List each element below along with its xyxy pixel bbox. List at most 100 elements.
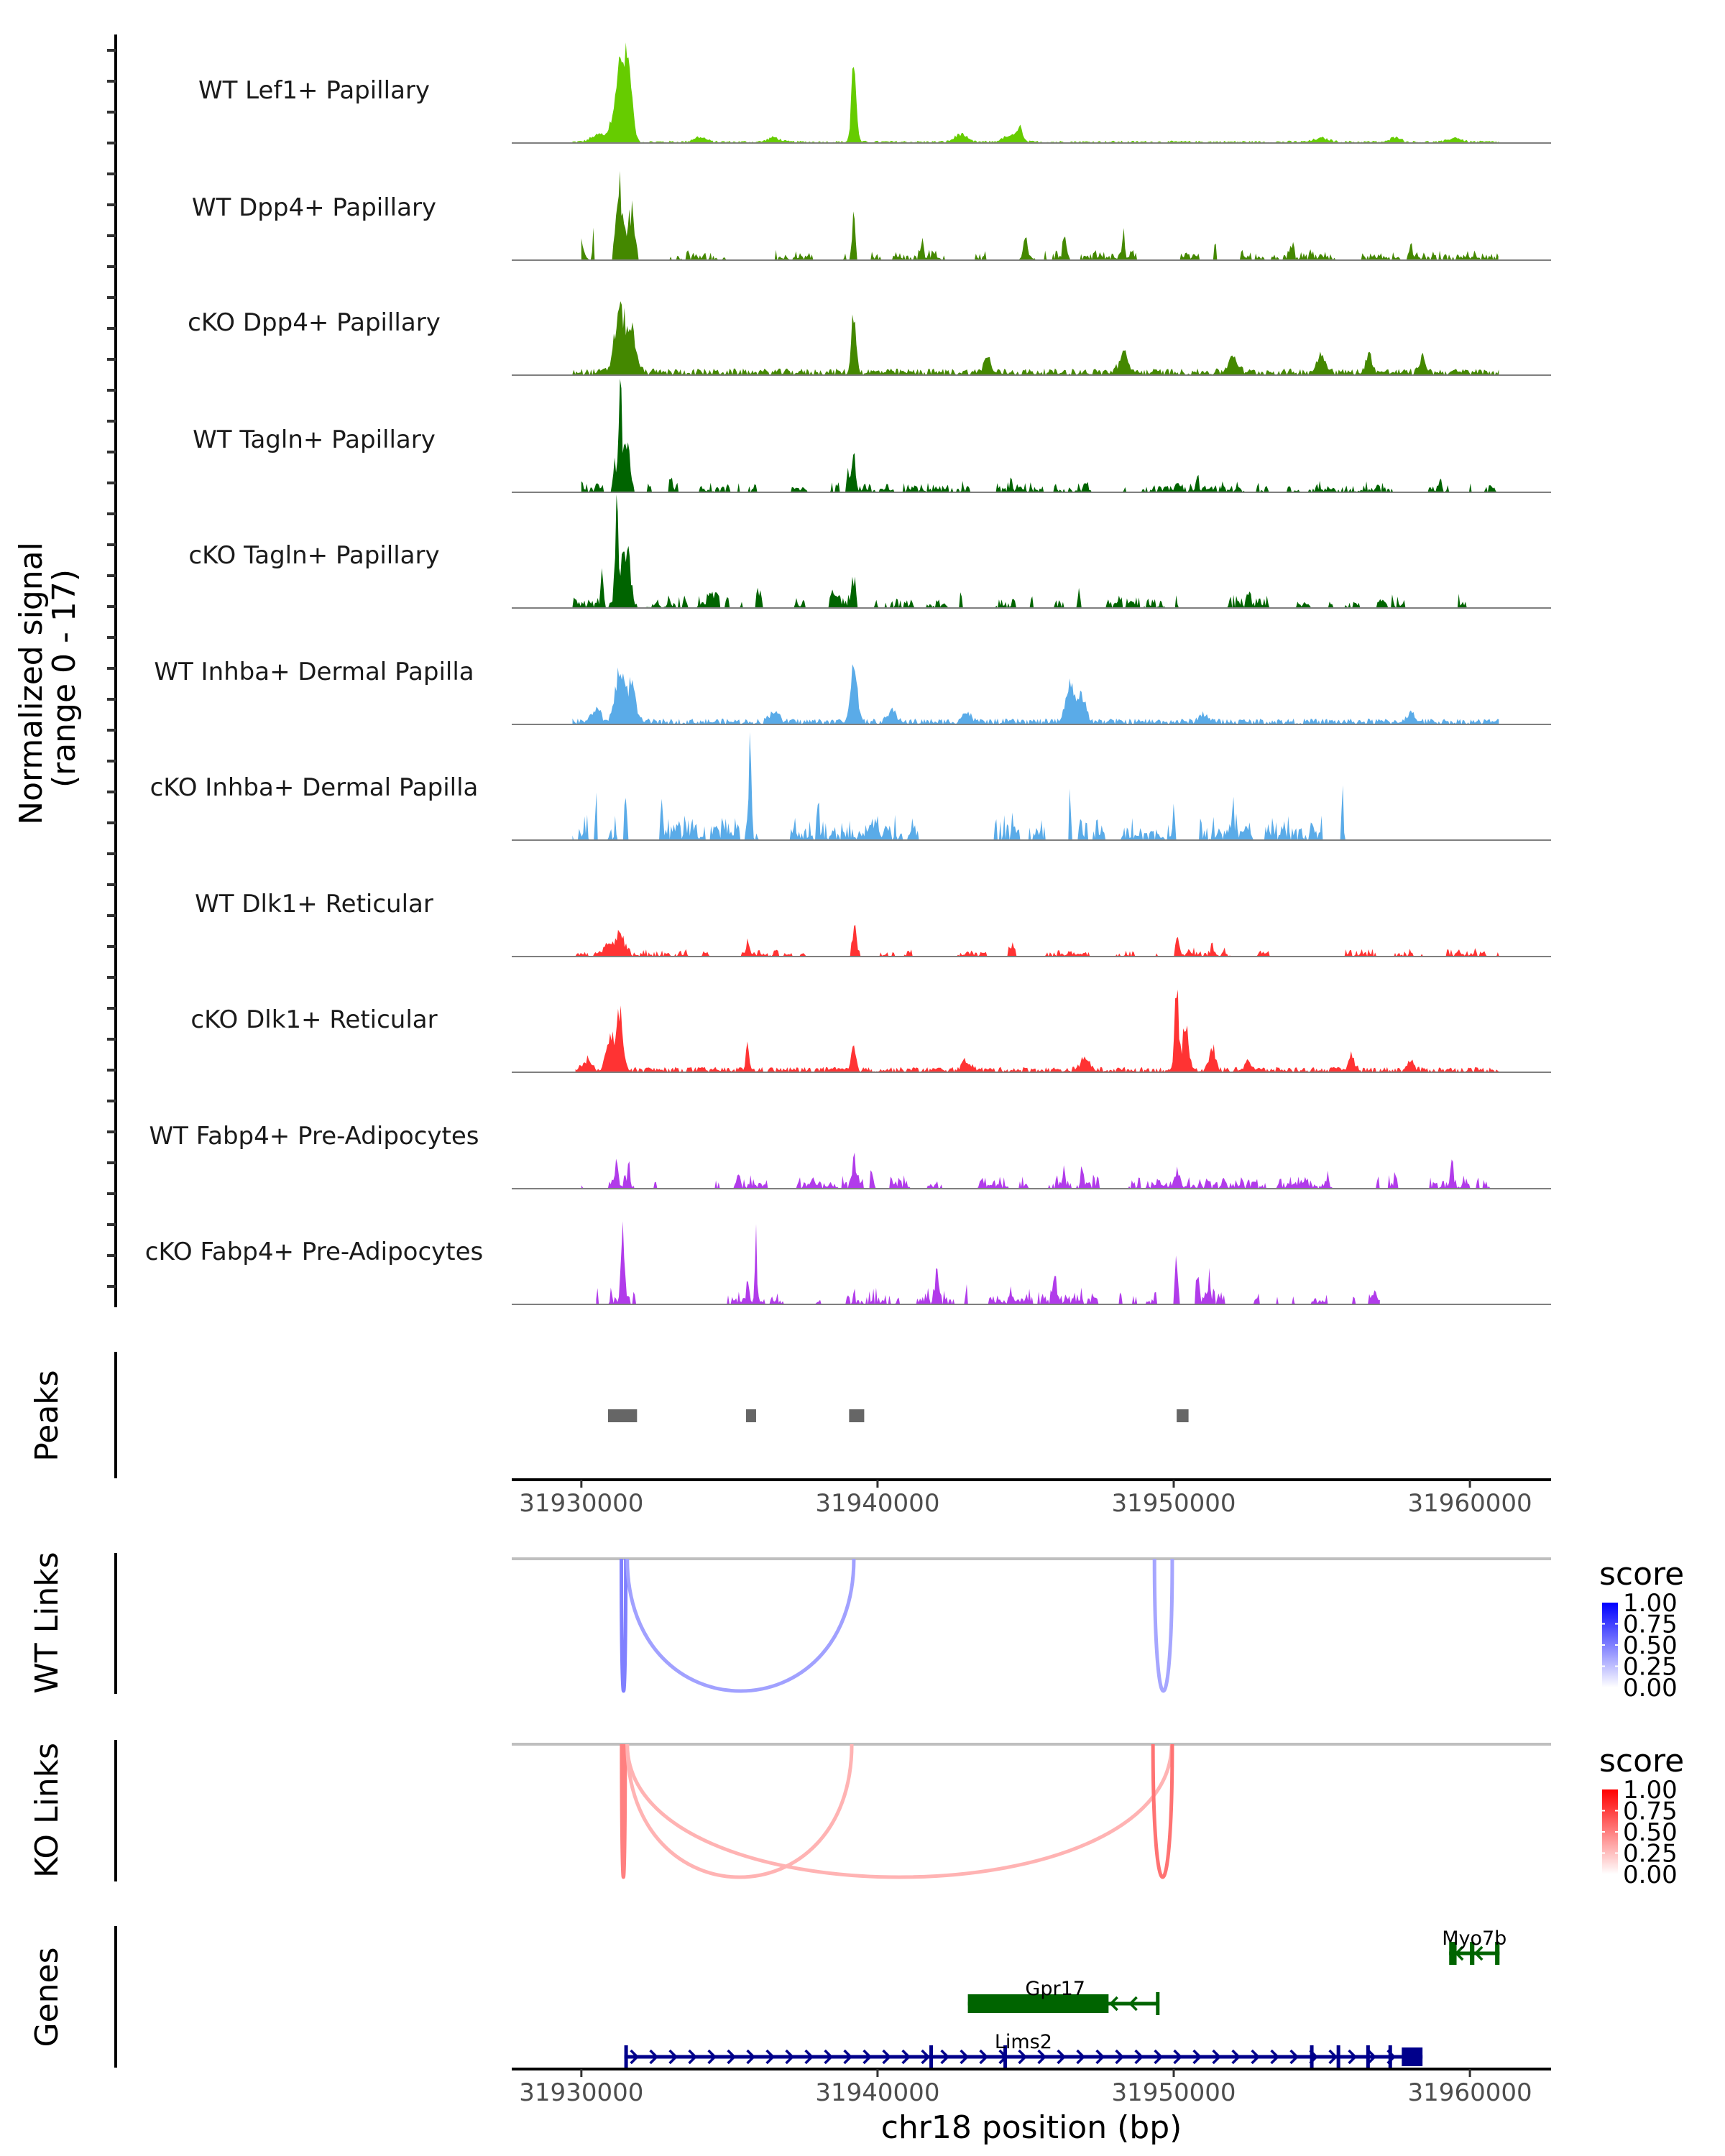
x-tick-label: 31940000 <box>815 1489 939 1518</box>
strand-arrow <box>1095 2049 1105 2065</box>
link-arc <box>1151 1743 1174 1879</box>
strand-arrow <box>1192 2049 1202 2065</box>
coverage-track-label: WT Lef1+ Papillary <box>198 76 430 105</box>
gene-label: Myo7b <box>1442 1927 1506 1950</box>
strand-arrow <box>843 2049 853 2065</box>
peak-region <box>849 1409 865 1422</box>
strand-arrow <box>960 2049 970 2065</box>
strand-arrow <box>688 2049 698 2065</box>
legend-title: score <box>1599 1556 1684 1593</box>
legend-tick-label: 0.50 <box>1623 1818 1678 1847</box>
coverage-track-label: cKO Dpp4+ Papillary <box>188 308 441 337</box>
wt-links-track-label: WT Links <box>29 1552 65 1693</box>
strand-arrow <box>1270 2049 1280 2065</box>
coverage-area <box>575 990 1499 1072</box>
peak-region <box>1177 1409 1189 1422</box>
coverage-area <box>581 170 1499 260</box>
strand-arrow <box>862 2049 873 2065</box>
signal-y-axis <box>107 34 117 1307</box>
strand-arrow <box>1251 2049 1261 2065</box>
coverage-track: WT Dlk1+ Reticular <box>195 890 1551 957</box>
x-tick-label: 31930000 <box>519 2078 643 2107</box>
coverage-track-label: cKO Inhba+ Dermal Papilla <box>150 773 479 802</box>
coverage-track: WT Fabp4+ Pre-Adipocytes <box>150 1122 1551 1189</box>
gene-exon <box>1449 1942 1457 1965</box>
legend-tick-label: 0.00 <box>1623 1861 1678 1889</box>
legend-tick-label: 0.25 <box>1623 1840 1678 1869</box>
x-tick-label: 31960000 <box>1408 1489 1532 1518</box>
coverage-track-label: WT Dlk1+ Reticular <box>195 890 433 918</box>
strand-arrow <box>921 2049 931 2065</box>
coverage-area <box>581 1152 1499 1189</box>
strand-arrow <box>1367 2049 1377 2065</box>
strand-arrow <box>746 2049 756 2065</box>
strand-arrow <box>979 2049 989 2065</box>
legend-tick-label: 1.00 <box>1623 1776 1678 1805</box>
link-arc <box>625 1743 854 1879</box>
link-arc <box>620 1743 627 1879</box>
peak-region <box>607 1409 638 1422</box>
coverage-track-label: cKO Dlk1+ Reticular <box>190 1005 437 1034</box>
strand-arrow <box>1037 2049 1047 2065</box>
coverage-area <box>581 379 1499 492</box>
coverage-area <box>575 924 1499 957</box>
strand-arrow <box>1018 2049 1028 2065</box>
strand-arrow <box>1115 2049 1125 2065</box>
strand-arrow <box>785 2049 795 2065</box>
strand-arrow <box>940 2049 950 2065</box>
peak-region <box>745 1409 756 1422</box>
coverage-track: WT Tagln+ Papillary <box>193 379 1551 493</box>
link-arc <box>1152 1558 1174 1693</box>
gene-label: Gpr17 <box>1025 1978 1085 2000</box>
strand-arrow <box>882 2049 892 2065</box>
gene-lims2: Lims2 <box>624 2031 1423 2068</box>
gene-exon <box>1336 2045 1340 2068</box>
coverage-tracks: WT Lef1+ Papillary WT Dpp4+ Papillary cKO … <box>145 42 1551 1305</box>
strand-arrow <box>1109 1996 1118 2012</box>
coverage-track-label: WT Fabp4+ Pre-Adipocytes <box>150 1122 479 1151</box>
legend-colorbar <box>1602 1603 1618 1687</box>
strand-arrow <box>804 2049 814 2065</box>
gene-exon <box>1388 2045 1392 2068</box>
legend-tick-label: 0.75 <box>1623 1797 1678 1826</box>
x-axis-top: 31930000 31940000 31950000 31960000 <box>512 1478 1551 1518</box>
gene-exon <box>967 1994 1109 2013</box>
y-axis-title-line2: (range 0 - 17) <box>46 569 83 788</box>
strand-arrow <box>824 2049 834 2065</box>
legend-tick-label: 0.50 <box>1623 1631 1678 1660</box>
ko-links-track <box>512 1743 1551 1879</box>
y-axis-title-line1: Normalized signal <box>13 542 50 825</box>
ko-links-track-label: KO Links <box>29 1743 65 1878</box>
coverage-area <box>596 1221 1380 1304</box>
strand-arrow <box>1212 2049 1222 2065</box>
coverage-track: WT Lef1+ Papillary <box>198 42 1551 144</box>
gene-exon <box>1366 2045 1370 2068</box>
strand-arrow <box>668 2049 678 2065</box>
strand-arrow <box>1231 2049 1241 2065</box>
legend-tick-label: 0.25 <box>1623 1653 1678 1682</box>
coverage-area <box>572 664 1499 724</box>
strand-arrow <box>630 2049 640 2065</box>
link-arc <box>619 1558 628 1693</box>
coverage-track-label: cKO Tagln+ Papillary <box>188 541 439 570</box>
coverage-track-label: cKO Fabp4+ Pre-Adipocytes <box>145 1238 484 1266</box>
genes-track-label: Genes <box>29 1947 65 2047</box>
strand-arrow <box>1154 2049 1164 2065</box>
coverage-track: cKO Dlk1+ Reticular <box>190 990 1551 1073</box>
coverage-area <box>572 301 1499 375</box>
strand-arrow <box>1328 2049 1338 2065</box>
x-tick-label: 31950000 <box>1111 1489 1236 1518</box>
strand-arrow <box>1128 1996 1138 2012</box>
x-tick-label: 31960000 <box>1408 2078 1532 2107</box>
strand-arrow <box>1348 2049 1358 2065</box>
gene-exon <box>1495 1942 1500 1965</box>
strand-arrow <box>1057 2049 1067 2065</box>
link-arc <box>625 1743 1174 1879</box>
legend-tick-label: 1.00 <box>1623 1589 1678 1618</box>
coverage-area <box>572 494 1499 608</box>
gene-exon <box>624 2045 628 2068</box>
strand-arrow <box>707 2049 717 2065</box>
coverage-track-label: WT Dpp4+ Papillary <box>192 193 436 222</box>
strand-arrow <box>1076 2049 1086 2065</box>
